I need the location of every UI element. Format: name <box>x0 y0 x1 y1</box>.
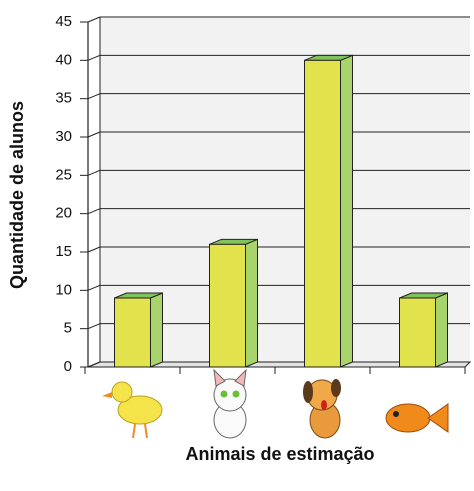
y-tick-label: 5 <box>64 320 72 337</box>
y-axis-title: Quantidade de alunos <box>7 101 27 289</box>
y-tick-label: 45 <box>55 13 72 30</box>
bar <box>209 243 246 368</box>
bar-side <box>150 292 163 368</box>
grid-diagonal <box>87 54 101 61</box>
icon-dog <box>303 379 341 439</box>
grid-diagonal <box>87 246 101 253</box>
bar <box>304 59 341 368</box>
y-tick-label: 35 <box>55 90 72 107</box>
grid-diagonal <box>87 93 101 100</box>
bar-side <box>245 238 258 368</box>
bar <box>114 297 151 368</box>
x-ticks <box>84 367 466 374</box>
bar <box>399 297 436 368</box>
grid-diagonal <box>87 361 101 368</box>
grid-diagonal <box>87 284 101 291</box>
icon-fish <box>385 403 449 433</box>
grid-diagonal <box>87 323 101 330</box>
grid-diagonal <box>87 208 101 215</box>
x-axis-title: Animais de estimação <box>185 444 374 464</box>
y-tick-label: 10 <box>55 281 72 298</box>
y-tick-label: 30 <box>55 128 72 145</box>
y-tick-label: 0 <box>64 358 72 375</box>
y-tick-label: 15 <box>55 243 72 260</box>
y-tick-label: 40 <box>55 51 72 68</box>
grid-diagonal <box>87 131 101 138</box>
icon-chick <box>102 381 163 439</box>
icon-cat <box>213 368 247 439</box>
grid-diagonal <box>87 169 101 176</box>
grid-diagonal <box>87 16 101 23</box>
y-tick-label: 20 <box>55 205 72 222</box>
bar-side <box>435 292 448 368</box>
bar-side <box>340 54 353 368</box>
y-tick-label: 25 <box>55 166 72 183</box>
